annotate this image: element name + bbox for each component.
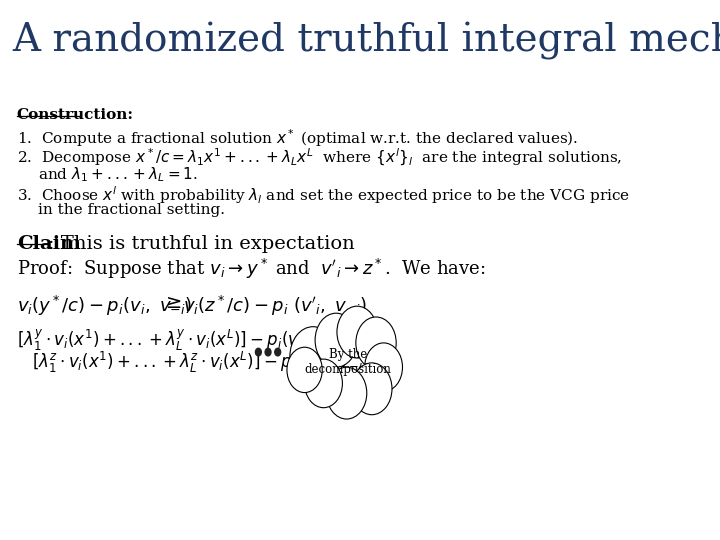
Text: Proof:  Suppose that $v_i \rightarrow y^*$ and  $v'_i \rightarrow z^*$.  We have: Proof: Suppose that $v_i \rightarrow y^*… [17,257,485,281]
Circle shape [305,359,343,408]
Text: $[\lambda^y_1 \cdot v_i(x^1)+...+ \lambda^y_L \cdot v_i(x^L)] - p_i(v_i,\ v_{-i}: $[\lambda^y_1 \cdot v_i(x^1)+...+ \lambd… [17,328,362,353]
Text: A randomized truthful integral mechanism: A randomized truthful integral mechanism [13,22,720,59]
Text: : This is truthful in expectation: : This is truthful in expectation [48,235,355,253]
Circle shape [275,348,281,356]
Text: Construction:: Construction: [17,108,134,122]
Text: $v_i(y^*/c) - p_i(v_i,\ v_{-i})$: $v_i(y^*/c) - p_i(v_i,\ v_{-i})$ [17,294,192,319]
Circle shape [356,317,396,369]
Text: 3.  Choose $x^l$ with probability $\lambda_l$ and set the expected price to be t: 3. Choose $x^l$ with probability $\lambd… [17,185,630,206]
Circle shape [364,343,402,391]
Circle shape [290,327,336,386]
Text: in the fractional setting.: in the fractional setting. [38,203,225,217]
Text: 2.  Decompose $x^*/c = \lambda_1 x^1 +...+ \lambda_L x^L$  where $\{x^l\}_l$  ar: 2. Decompose $x^*/c = \lambda_1 x^1 +...… [17,147,622,168]
Circle shape [315,313,357,367]
Text: Claim: Claim [17,235,81,253]
Circle shape [326,367,366,419]
Text: 1.  Compute a fractional solution $x^*$ (optimal w.r.t. the declared values).: 1. Compute a fractional solution $x^*$ (… [17,127,578,149]
Text: and $\lambda_1 +...+ \lambda_L = 1$.: and $\lambda_1 +...+ \lambda_L = 1$. [38,165,198,184]
Circle shape [256,348,261,356]
Circle shape [265,348,271,356]
Text: $\geq$: $\geq$ [162,294,182,312]
Text: $v_i(z^*/c) - p_i\ (v'_i,\ v_{-i})$: $v_i(z^*/c) - p_i\ (v'_i,\ v_{-i})$ [183,294,367,319]
Circle shape [337,306,377,358]
Circle shape [287,347,323,393]
Text: By the
decomposition: By the decomposition [305,348,391,376]
Circle shape [351,363,392,415]
Text: $[\lambda^z_1 \cdot v_i(x^1)+...+ \lambda^z_L \cdot v_i(x^L)] - p_i\ (v'_i,\ v_{: $[\lambda^z_1 \cdot v_i(x^1)+...+ \lambd… [32,350,369,375]
